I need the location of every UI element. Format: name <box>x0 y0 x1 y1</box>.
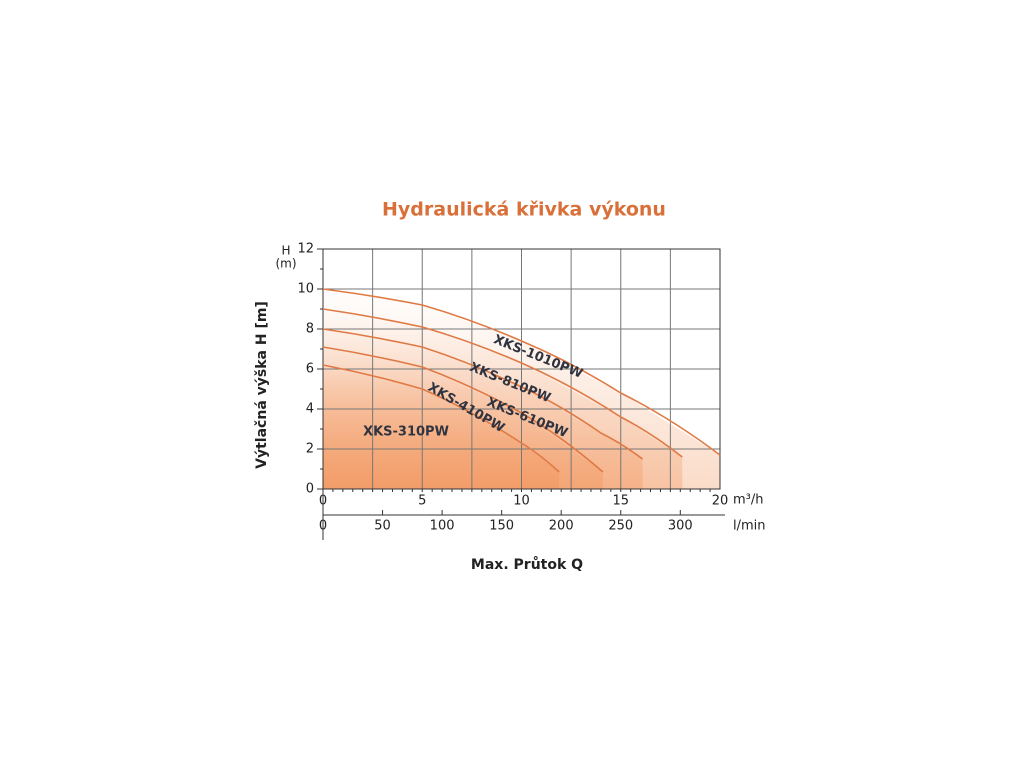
y-tick-label: 2 <box>306 442 314 457</box>
x2-tick-label: 250 <box>608 519 633 534</box>
y-unit: H <box>281 244 290 258</box>
chart-title: Hydraulická křivka výkonu <box>382 199 666 221</box>
series-line <box>322 346 604 473</box>
series-line <box>322 364 560 473</box>
x2-tick-label: 300 <box>668 519 693 534</box>
x2-tick-label: 200 <box>549 519 574 534</box>
series-line <box>322 288 721 456</box>
y-tick-label: 6 <box>306 362 314 377</box>
series-line <box>322 308 683 458</box>
x-axis-label: Max. Průtok Q <box>471 556 583 573</box>
series-area <box>323 365 560 489</box>
y-tick-label: 10 <box>297 282 314 297</box>
x2-tick-label: 0 <box>319 519 327 534</box>
x2-tick-label: 150 <box>489 519 514 534</box>
x2-unit: l/min <box>733 519 766 534</box>
series-label: XKS-310PW <box>363 425 449 440</box>
y-tick-label: 8 <box>306 322 314 337</box>
y-tick-label: 0 <box>306 482 314 497</box>
x-tick-label: 5 <box>418 494 426 509</box>
y-unit: (m) <box>275 257 296 271</box>
series-line <box>322 328 644 460</box>
y-tick-label: 12 <box>297 242 314 257</box>
y-axis-label: Výtlačná výška H [m] <box>254 301 270 469</box>
x-tick-label: 15 <box>612 494 629 509</box>
x-tick-label: 20 <box>712 494 729 509</box>
x2-tick-label: 100 <box>430 519 455 534</box>
x-unit: m³/h <box>733 493 764 508</box>
y-tick-label: 4 <box>306 402 314 417</box>
x2-tick-label: 50 <box>374 519 391 534</box>
x-tick-label: 10 <box>513 494 530 509</box>
